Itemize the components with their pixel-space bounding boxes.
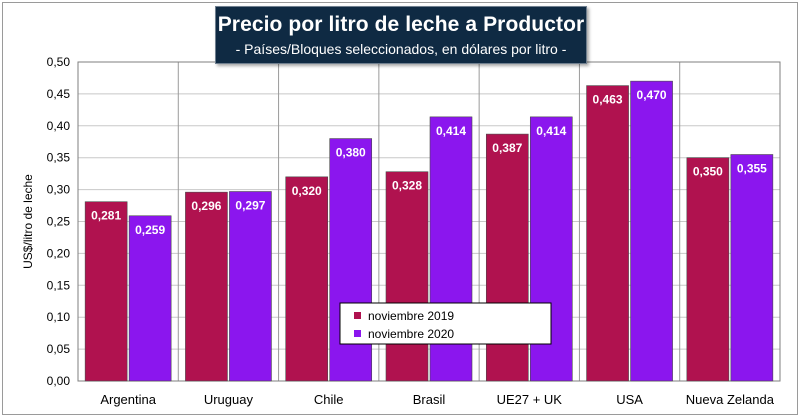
x-tick-label: Chile — [314, 392, 344, 407]
data-label: 0,281 — [91, 209, 121, 223]
bar-2020 — [630, 80, 673, 382]
data-label: 0,355 — [737, 162, 767, 176]
x-tick-label: Uruguay — [204, 392, 254, 407]
bar-2019 — [185, 191, 228, 382]
bar-2019 — [686, 157, 730, 382]
y-tick-label: 0,00 — [47, 374, 71, 388]
bar-2020 — [229, 191, 272, 382]
chart-subtitle: - Países/Bloques seleccionados, en dólar… — [235, 41, 567, 57]
bar-2019 — [84, 201, 128, 382]
legend-swatch-2019 — [354, 312, 361, 319]
x-tick-label: Brasil — [413, 392, 446, 407]
y-tick-label: 0,30 — [47, 183, 71, 197]
bar-2019 — [586, 85, 629, 382]
chart-title-box: Precio por litro de leche a Productor - … — [215, 6, 587, 64]
x-tick-label: USA — [616, 392, 643, 407]
data-label: 0,414 — [436, 124, 466, 138]
y-axis-label: US$/litro de leche — [21, 174, 35, 269]
legend — [339, 302, 552, 345]
bar-2019 — [285, 176, 329, 382]
data-label: 0,463 — [593, 93, 623, 107]
y-tick-label: 0,25 — [47, 215, 71, 229]
y-tick-label: 0,10 — [47, 310, 71, 324]
legend-swatch-2020 — [354, 330, 361, 337]
y-tick-label: 0,45 — [47, 87, 71, 101]
y-tick-label: 0,50 — [47, 55, 71, 69]
data-label: 0,350 — [693, 165, 723, 179]
data-label: 0,328 — [392, 179, 422, 193]
legend-label: noviembre 2020 — [368, 327, 454, 341]
data-label: 0,387 — [492, 141, 522, 155]
chart-title: Precio por litro de leche a Productor — [217, 13, 585, 36]
data-label: 0,296 — [191, 199, 221, 213]
data-label: 0,320 — [292, 184, 322, 198]
x-tick-label: Nueva Zelanda — [686, 392, 775, 407]
x-tick-label: Argentina — [100, 392, 156, 407]
data-label: 0,414 — [536, 124, 566, 138]
x-tick-label: UE27 + UK — [497, 392, 563, 407]
y-tick-label: 0,40 — [47, 119, 71, 133]
legend-label: noviembre 2019 — [368, 309, 454, 323]
bar-2020 — [730, 154, 774, 382]
data-label: 0,470 — [637, 88, 667, 102]
y-tick-label: 0,15 — [47, 278, 71, 292]
bar-2019 — [385, 171, 429, 382]
data-label: 0,297 — [235, 199, 265, 213]
data-label: 0,259 — [135, 223, 165, 237]
y-tick-label: 0,05 — [47, 342, 71, 356]
y-tick-label: 0,35 — [47, 151, 71, 165]
bar-2020 — [329, 138, 373, 382]
data-label: 0,380 — [336, 146, 366, 160]
bar-2020 — [128, 215, 172, 382]
y-tick-label: 0,20 — [47, 246, 71, 260]
